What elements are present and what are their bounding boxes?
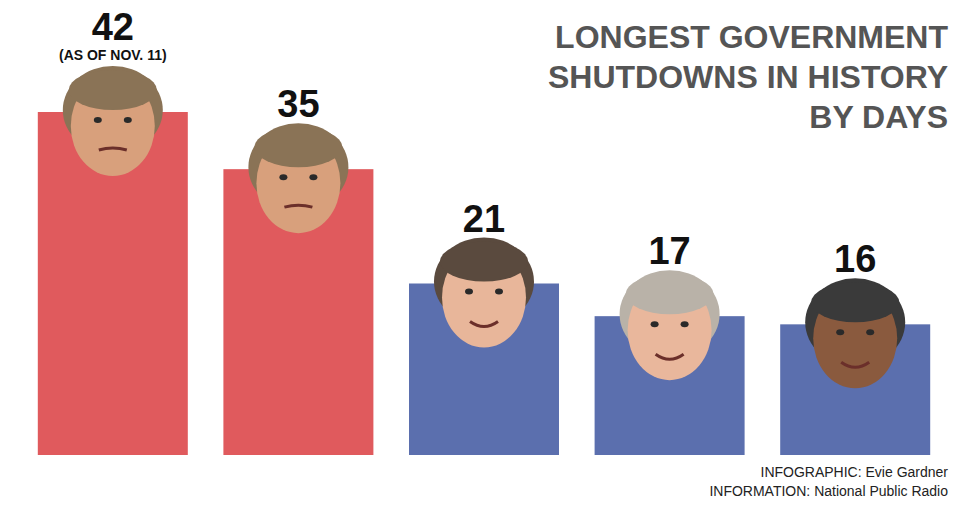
credit: INFORMATION: National Public Radio — [709, 483, 948, 499]
eye — [124, 117, 132, 123]
portrait — [805, 278, 905, 388]
data-label: 21 — [463, 198, 505, 240]
labels: 42(AS OF NOV. 11) 35 21 17 16 — [59, 6, 905, 388]
annotation: (AS OF NOV. 11) — [59, 47, 167, 63]
mouth — [99, 148, 127, 150]
title-line: LONGEST GOVERNMENT — [555, 19, 948, 55]
title-line: BY DAYS — [809, 99, 948, 135]
hair-top — [69, 70, 157, 110]
hair-top — [440, 242, 528, 282]
eye — [309, 174, 317, 180]
eye — [866, 329, 874, 335]
eye — [495, 289, 503, 295]
eye — [94, 117, 102, 123]
hair-top — [811, 282, 899, 322]
mouth — [841, 362, 869, 367]
mouth — [470, 322, 498, 327]
credit: INFOGRAPHIC: Evie Gardner — [761, 464, 949, 480]
portrait — [63, 66, 163, 176]
eye — [836, 329, 844, 335]
eye — [681, 321, 689, 327]
hair-top — [626, 274, 714, 314]
portrait — [248, 123, 348, 233]
portrait — [434, 238, 534, 348]
bars — [38, 112, 930, 455]
data-label: 35 — [277, 83, 319, 125]
eye — [279, 174, 287, 180]
chart: LONGEST GOVERNMENT SHUTDOWNS IN HISTORY BY… — [0, 0, 979, 511]
data-label: 42 — [92, 6, 134, 48]
data-label: 17 — [648, 230, 690, 272]
portrait — [620, 270, 720, 380]
eye — [651, 321, 659, 327]
title-line: SHUTDOWNS IN HISTORY — [548, 59, 948, 95]
hair-top — [254, 127, 342, 167]
data-label: 16 — [834, 238, 876, 280]
mouth — [284, 205, 312, 207]
mouth — [656, 354, 684, 359]
title: LONGEST GOVERNMENT SHUTDOWNS IN HISTORY BY… — [548, 19, 948, 135]
eye — [465, 289, 473, 295]
